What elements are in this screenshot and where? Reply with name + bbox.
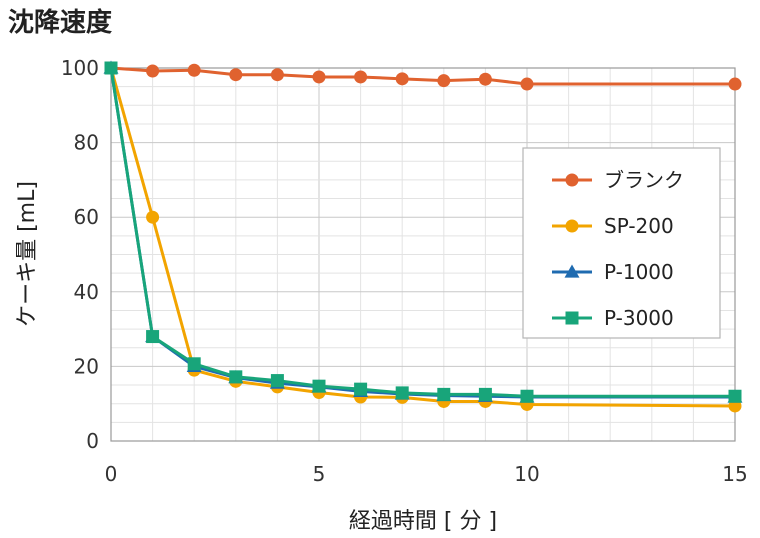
data-point xyxy=(312,379,326,393)
legend-item: P-1000 xyxy=(552,260,674,284)
y-tick-label: 0 xyxy=(86,429,99,453)
legend-label: P-3000 xyxy=(604,306,674,330)
legend-item: P-3000 xyxy=(552,306,674,330)
x-tick-label: 10 xyxy=(514,462,539,486)
series-line xyxy=(110,66,735,86)
y-tick-label: 80 xyxy=(74,131,99,155)
chart-title: 沈降速度 xyxy=(8,8,113,38)
data-point xyxy=(229,68,243,82)
data-point xyxy=(354,382,368,396)
legend-label: P-1000 xyxy=(604,260,674,284)
data-point xyxy=(187,63,201,77)
y-tick-label: 100 xyxy=(61,56,99,80)
data-point xyxy=(354,70,368,84)
data-point xyxy=(520,389,534,403)
series-3 xyxy=(104,61,742,403)
x-tick-label: 0 xyxy=(105,462,118,486)
data-point xyxy=(104,61,118,75)
x-axis-title: 経過時間 [ 分 ] xyxy=(349,509,497,534)
plot-frame xyxy=(110,67,736,442)
data-point xyxy=(146,210,160,224)
data-point xyxy=(728,77,742,91)
data-point xyxy=(312,70,326,84)
y-tick-label: 20 xyxy=(74,354,99,378)
legend-label: SP-200 xyxy=(604,214,674,238)
legend-marker xyxy=(565,219,579,233)
data-point xyxy=(187,357,201,371)
data-point xyxy=(229,370,243,384)
x-tick-label: 5 xyxy=(313,462,326,486)
series-line xyxy=(109,67,736,408)
data-point xyxy=(270,374,284,388)
series-0 xyxy=(104,61,742,91)
series-layer xyxy=(103,60,743,413)
legend: ブランク SP-200 P-1000 P-3000 xyxy=(522,147,721,339)
legend-marker xyxy=(565,173,579,187)
legend-marker xyxy=(564,264,580,278)
data-point xyxy=(146,330,160,344)
data-point xyxy=(146,64,160,78)
data-point xyxy=(437,387,451,401)
legend-marker xyxy=(565,311,579,325)
data-point xyxy=(270,68,284,82)
legend-item: SP-200 xyxy=(552,214,674,238)
series-line xyxy=(109,67,735,398)
legend-label: ブランク xyxy=(604,168,684,192)
data-point xyxy=(437,74,451,88)
data-point xyxy=(395,72,409,86)
x-tick-label: 15 xyxy=(722,462,747,486)
y-tick-label: 40 xyxy=(74,280,99,304)
data-point xyxy=(520,77,534,91)
data-point xyxy=(478,387,492,401)
y-tick-label: 60 xyxy=(74,205,99,229)
data-point xyxy=(395,386,409,400)
data-point xyxy=(728,389,742,403)
tick-labels: 0 5 10 15 0 20 40 60 80 100 xyxy=(61,56,748,486)
y-axis-title: ケーキ量 [mL] xyxy=(15,181,40,327)
legend-item: ブランク xyxy=(552,168,684,192)
data-point xyxy=(478,72,492,86)
